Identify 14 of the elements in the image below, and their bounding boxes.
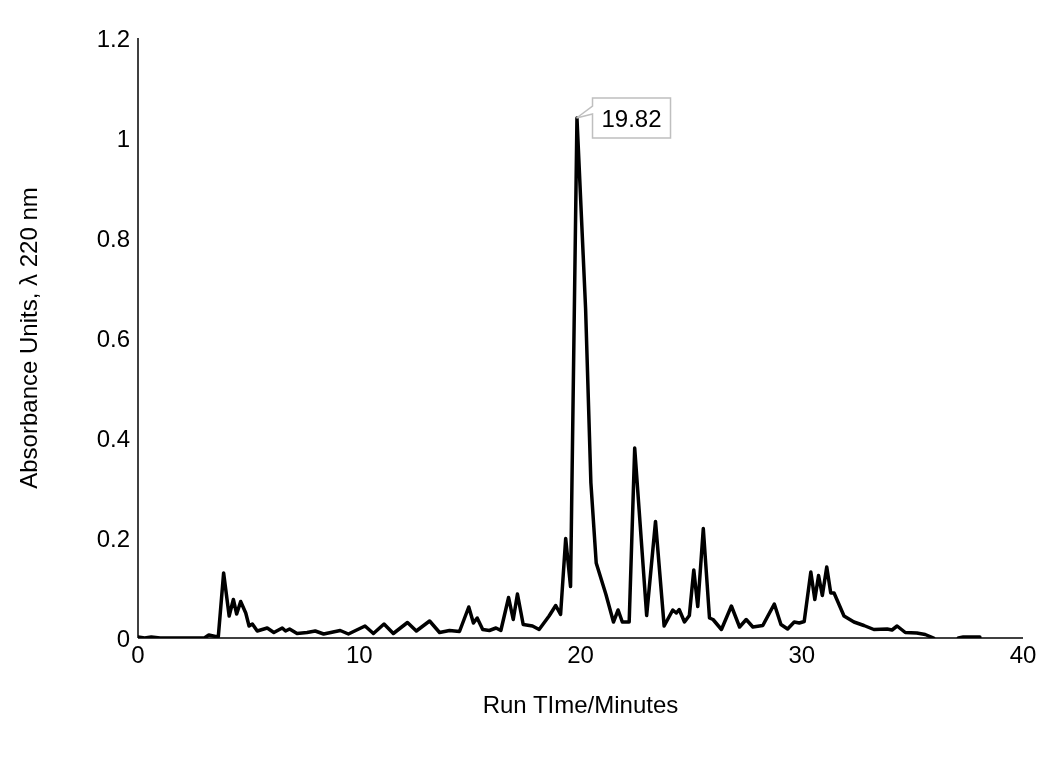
- annotation: 19.82: [601, 105, 662, 132]
- y-tick-label: 0.8: [96, 224, 130, 252]
- x-axis-title: Run TIme/Minutes: [482, 691, 679, 718]
- y-tick-label: 0.6: [96, 324, 130, 352]
- x-tick-label: 40: [1009, 641, 1037, 669]
- y-tick-label: 1.2: [96, 24, 130, 52]
- y-axis-title: Absorbance Units, λ 220 nm: [14, 187, 42, 489]
- y-tick-label: 0.4: [96, 424, 130, 452]
- y-tick-label: 1: [116, 124, 130, 152]
- y-tick-label: 0.2: [96, 524, 130, 552]
- x-tick-label: 20: [567, 641, 594, 669]
- x-tick-label: 30: [788, 641, 816, 669]
- y-tick-label: 0: [116, 624, 130, 652]
- x-tick-label: 10: [345, 641, 373, 669]
